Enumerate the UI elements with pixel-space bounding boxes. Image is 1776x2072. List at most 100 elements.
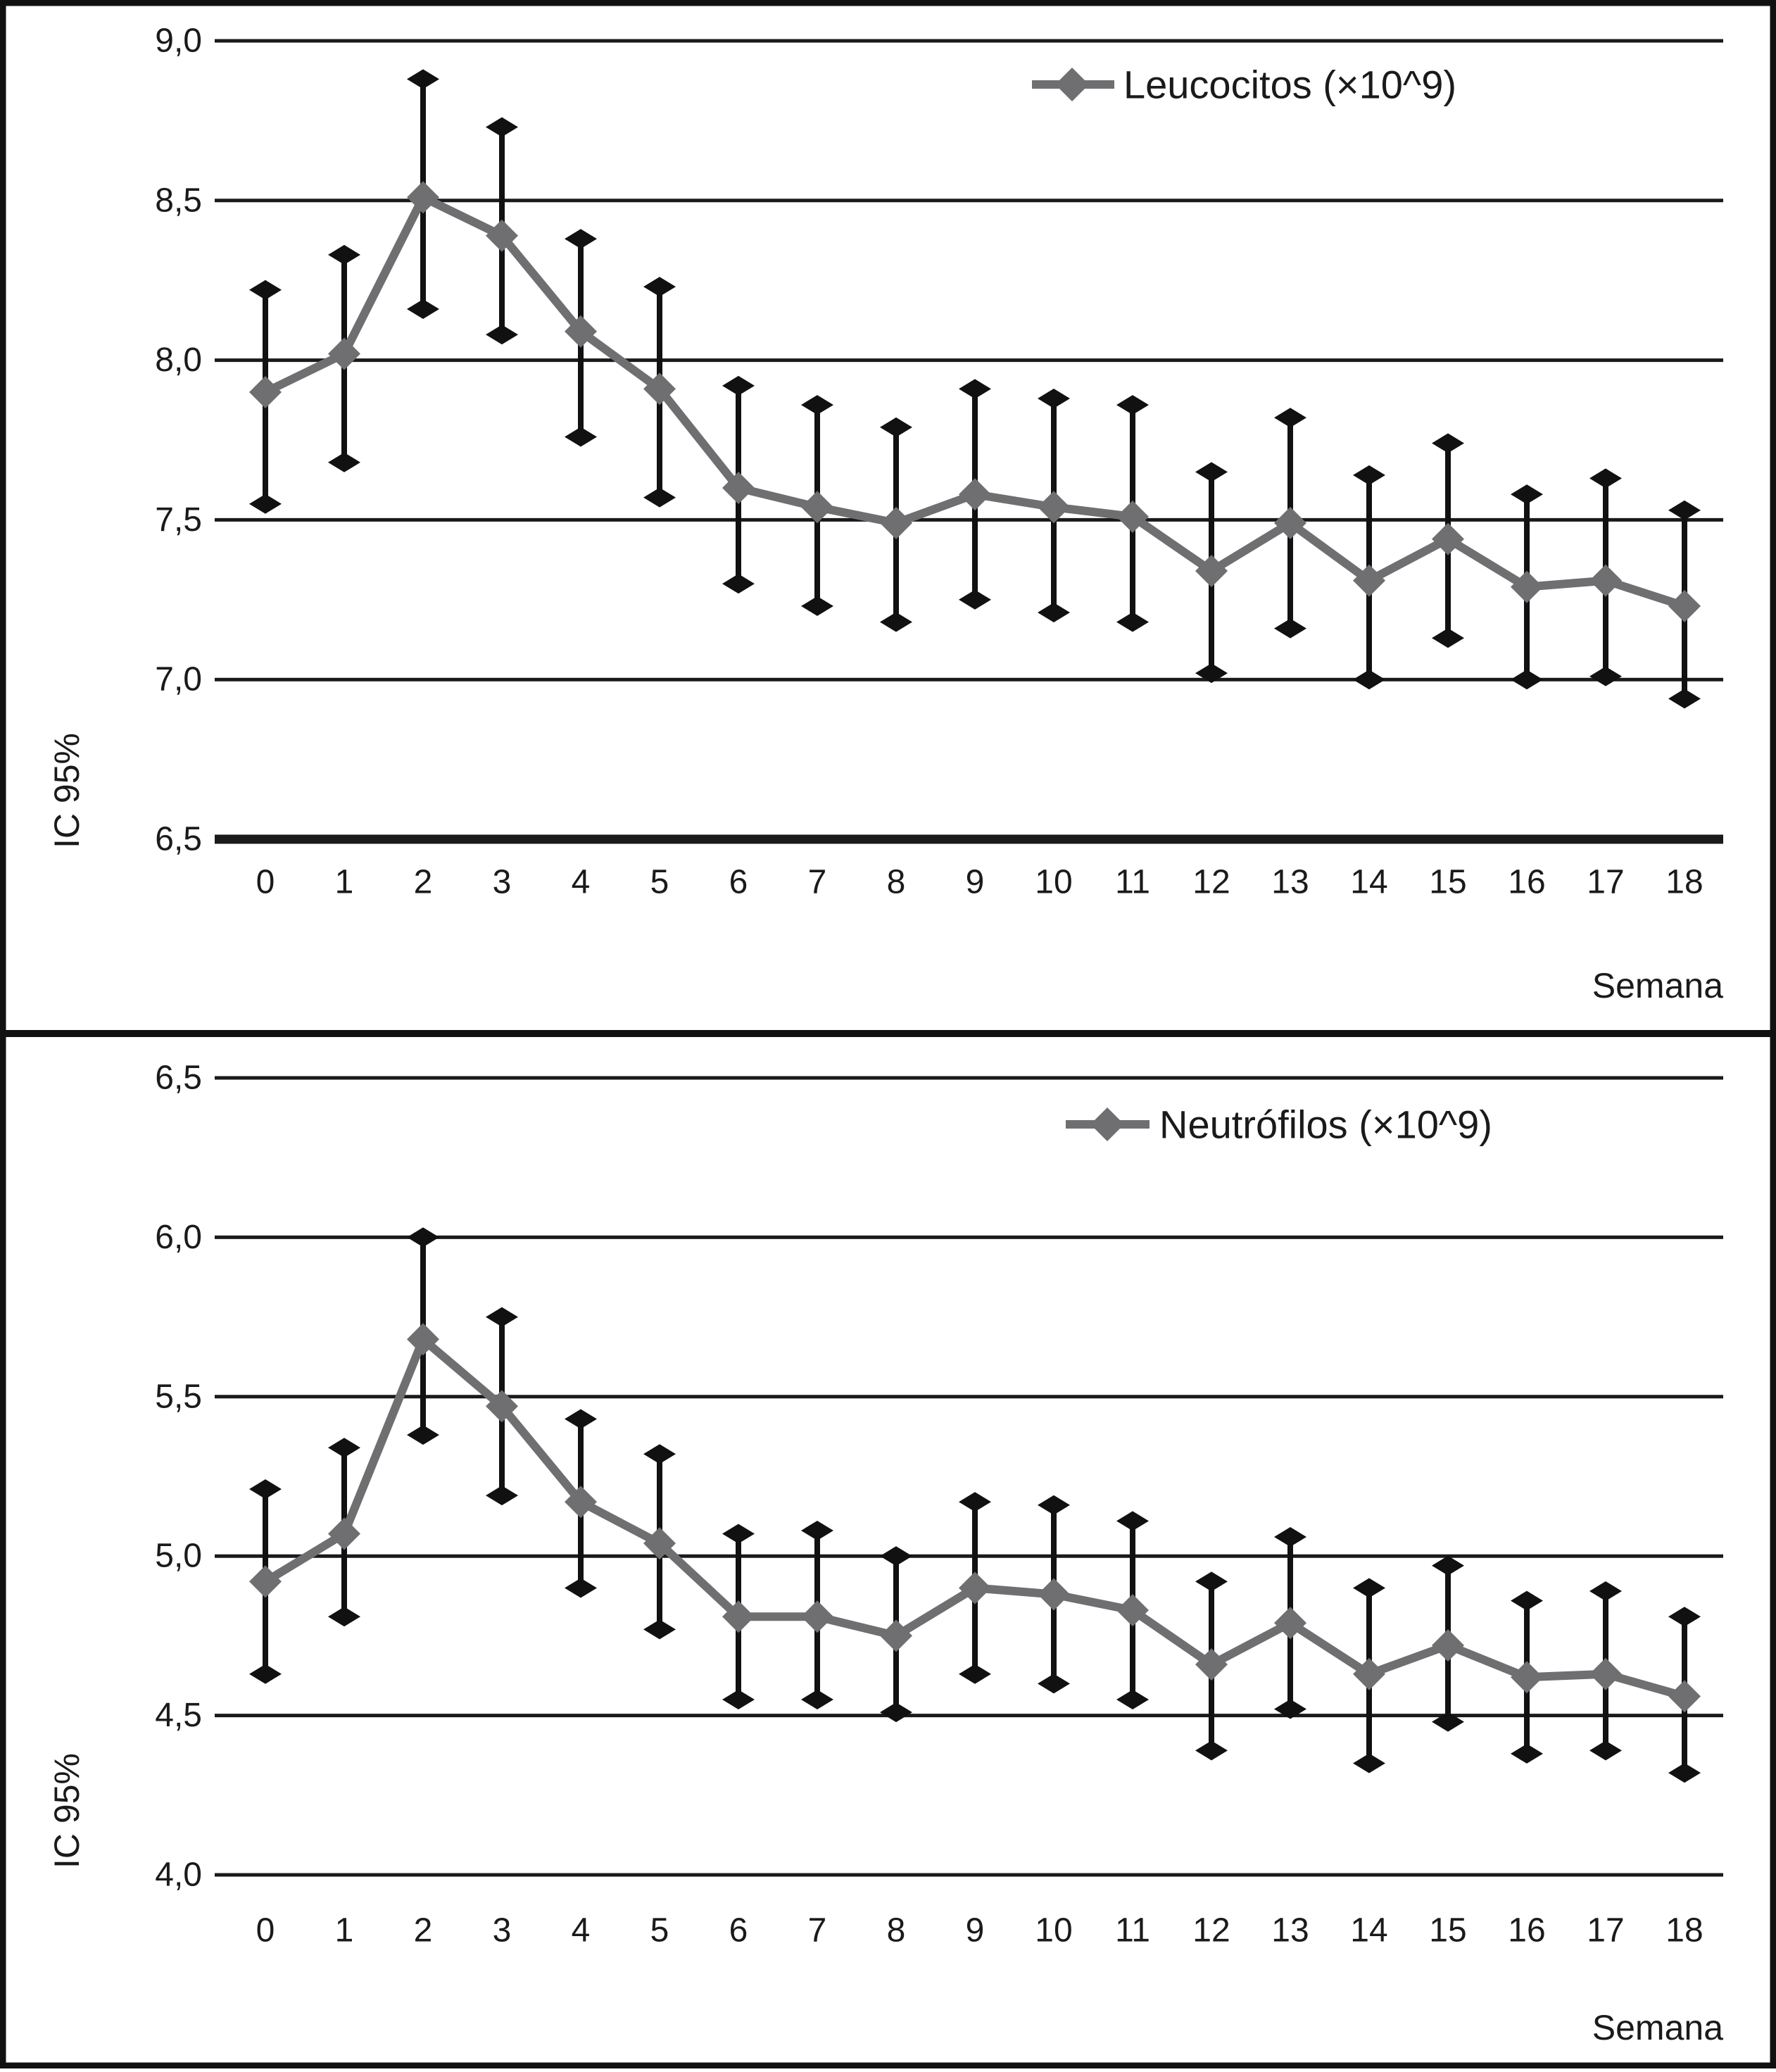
- leucocitos-panel: 9,08,58,07,57,06,50 1 2 3 4 5 6 7 8 9 10 11 12 13 14 15…: [47, 23, 1723, 1006]
- y-axis-label: IC 95%: [47, 733, 87, 848]
- error-bar-cap-bottom: [1668, 689, 1701, 709]
- x-tick-label: 7: [808, 1912, 827, 1949]
- error-bar-cap-top: [486, 1307, 518, 1327]
- gridlines: [215, 1076, 1723, 1877]
- x-tick-label: 14: [1350, 864, 1387, 901]
- error-bar-cap-top: [1195, 1571, 1228, 1592]
- error-bar-cap-top: [565, 1409, 597, 1429]
- x-tick-label: 12: [1192, 864, 1230, 901]
- error-bar-week-1: [328, 244, 360, 472]
- x-tick-label: 4: [572, 1912, 591, 1949]
- x-tick-label: 9: [966, 1912, 985, 1949]
- error-bar-cap-bottom: [1353, 670, 1385, 690]
- x-tick-label: 16: [1508, 864, 1545, 901]
- data-point-week-8: [880, 506, 912, 539]
- x-tick-label: 6: [729, 864, 748, 901]
- data-point-week-16: [1511, 570, 1543, 603]
- error-bar-cap-top: [1511, 1590, 1543, 1611]
- error-bar-cap-bottom: [1038, 1674, 1070, 1694]
- error-bar-cap-bottom: [249, 1664, 282, 1684]
- y-tick-label: 6,5: [155, 821, 202, 858]
- y-tick-label: 4,5: [155, 1697, 202, 1734]
- error-bar-week-3: [486, 1307, 518, 1506]
- error-bar-cap-bottom: [1195, 1740, 1228, 1761]
- error-bar-cap-top: [328, 1438, 360, 1458]
- y-tick-label: 5,0: [155, 1538, 202, 1575]
- data-point-week-12: [1195, 554, 1228, 587]
- error-bar-cap-bottom: [407, 299, 439, 320]
- error-bar-cap-top: [722, 1524, 755, 1544]
- error-bar-cap-top: [1038, 1495, 1070, 1515]
- error-bar-cap-top: [880, 1546, 912, 1566]
- error-bar-week-8: [880, 417, 912, 632]
- error-bar-cap-top: [1353, 1578, 1385, 1598]
- error-bar-cap-bottom: [249, 494, 282, 514]
- error-bar-cap-bottom: [1195, 663, 1228, 684]
- x-tick-label: 11: [1115, 1912, 1150, 1949]
- y-tick-label: 7,0: [155, 661, 202, 698]
- y-tick-label: 8,5: [155, 182, 202, 219]
- data-point-week-17: [1589, 564, 1622, 597]
- y-axis-label: IC 95%: [47, 1753, 87, 1869]
- neutrofilos-panel: 6,56,05,55,04,54,00 1 2 3 4 5 6 7 8 9 10 11 12 13 14 15…: [47, 1060, 1723, 2048]
- data-point-week-9: [959, 478, 991, 511]
- data-point-week-15: [1432, 522, 1464, 555]
- x-tick-label: 5: [650, 864, 669, 901]
- error-bar-cap-bottom: [1511, 670, 1543, 690]
- y-tick-label: 6,5: [155, 1060, 202, 1097]
- error-bar-cap-bottom: [407, 1425, 439, 1445]
- data-point-week-6: [722, 472, 755, 505]
- error-bar-cap-top: [1116, 1511, 1149, 1531]
- error-bar-cap-top: [1589, 1581, 1622, 1602]
- y-tick-label: 5,5: [155, 1378, 202, 1415]
- error-bar-cap-bottom: [486, 325, 518, 345]
- x-tick-label: 3: [493, 864, 512, 901]
- data-points: [249, 1323, 1701, 1713]
- error-bar-cap-bottom: [1511, 1743, 1543, 1764]
- y-tick-label: 9,0: [155, 23, 202, 60]
- error-bar-cap-top: [1274, 1527, 1306, 1547]
- data-point-week-14: [1353, 564, 1385, 597]
- x-tick-label: 13: [1271, 1912, 1309, 1949]
- error-bar-cap-bottom: [722, 574, 755, 594]
- error-bar-cap-bottom: [643, 487, 676, 508]
- data-point-week-6: [722, 1600, 755, 1633]
- error-bar-cap-top: [1116, 395, 1149, 415]
- x-tick-label: 16: [1508, 1912, 1545, 1949]
- error-bar-cap-bottom: [880, 1702, 912, 1723]
- legend: Neutrófilos (×10^9): [1066, 1103, 1492, 1147]
- error-bar-cap-bottom: [565, 1578, 597, 1598]
- error-bar-cap-bottom: [328, 452, 360, 472]
- error-bar-cap-top: [328, 244, 360, 265]
- data-point-week-12: [1195, 1648, 1228, 1681]
- data-point-week-5: [643, 1527, 676, 1560]
- error-bar-cap-bottom: [565, 427, 597, 447]
- diamond-icon: [1055, 68, 1089, 101]
- error-bar-cap-bottom: [328, 1607, 360, 1627]
- error-bar-cap-top: [801, 395, 833, 415]
- error-bar-cap-bottom: [643, 1619, 676, 1640]
- error-bar-cap-bottom: [801, 1689, 833, 1709]
- error-bar-cap-top: [1432, 1555, 1464, 1576]
- x-tick-label: 13: [1271, 864, 1309, 901]
- legend-label: Neutrófilos (×10^9): [1159, 1103, 1492, 1147]
- data-point-week-8: [880, 1619, 912, 1652]
- data-point-week-10: [1038, 491, 1070, 524]
- data-point-week-16: [1511, 1661, 1543, 1694]
- data-point-week-7: [801, 491, 833, 524]
- error-bar-cap-top: [1668, 500, 1701, 520]
- error-bar-cap-bottom: [959, 1664, 991, 1684]
- error-bar-cap-bottom: [1432, 1712, 1464, 1732]
- data-point-week-11: [1116, 1594, 1149, 1627]
- error-bar-cap-top: [643, 1444, 676, 1464]
- error-bar-cap-bottom: [1116, 612, 1149, 632]
- x-tick-label: 6: [729, 1912, 748, 1949]
- x-tick-label: 10: [1035, 1912, 1072, 1949]
- diamond-icon: [1090, 1107, 1124, 1141]
- x-tick-label: 18: [1665, 864, 1703, 901]
- data-points: [249, 181, 1701, 622]
- error-bar-cap-top: [1353, 465, 1385, 485]
- error-bar-cap-top: [1274, 408, 1306, 428]
- error-bar-cap-bottom: [1668, 1763, 1701, 1783]
